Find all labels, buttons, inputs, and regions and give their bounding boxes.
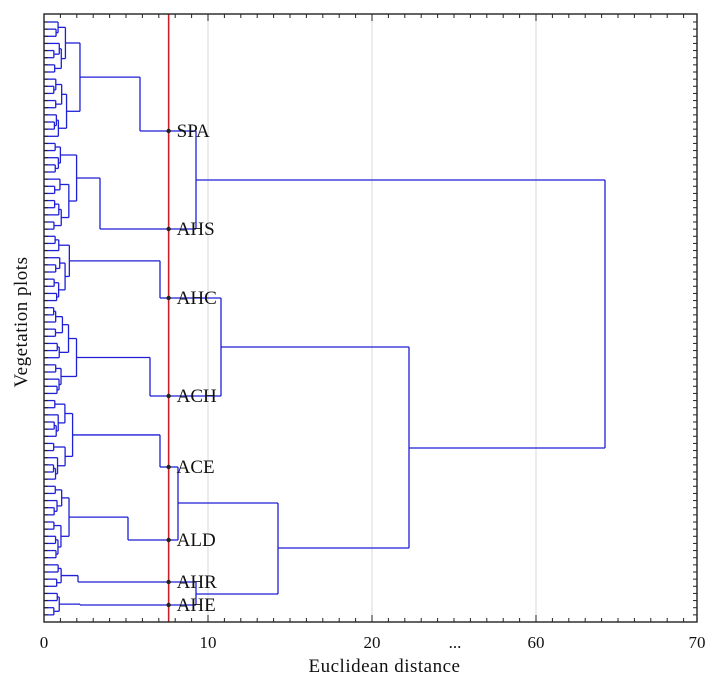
ticks (43, 14, 697, 622)
cluster-node (166, 226, 171, 232)
cluster-node (166, 602, 171, 608)
cluster-node (166, 295, 171, 301)
cluster-node (166, 464, 171, 470)
cluster-label-ahr: AHR (177, 572, 217, 593)
cluster-nodes (166, 128, 171, 608)
cluster-node (166, 393, 171, 399)
grid-lines (43, 14, 537, 622)
x-tick-label: 60 (528, 633, 545, 652)
x-tick-label: 20 (364, 633, 381, 652)
cluster-label-spa: SPA (177, 121, 210, 142)
plot-frame (43, 13, 698, 623)
cluster-label-ahc: AHC (177, 288, 217, 309)
cluster-label-ald: ALD (177, 530, 216, 551)
dendrogram-tree (44, 21, 169, 616)
x-tick-label: 0 (40, 633, 49, 652)
x-tick-labels: 0 10 20... 60 70 (40, 633, 706, 652)
x-tick-label: 10 (200, 633, 217, 652)
cluster-label-ace: ACE (177, 457, 215, 478)
x-axis-title: Euclidean distance (309, 656, 461, 677)
x-tick-label: 70 (689, 633, 706, 652)
y-axis-title: Vegetation plots (11, 257, 32, 388)
cluster-label-ahe: AHE (177, 595, 216, 616)
cluster-node (166, 128, 171, 134)
cluster-joins (168, 130, 606, 606)
cluster-node (166, 579, 171, 585)
x-tick-label: ... (449, 633, 462, 652)
cluster-label-ahs: AHS (177, 219, 215, 240)
cluster-label-ach: ACH (177, 386, 217, 407)
cluster-node (166, 537, 171, 543)
